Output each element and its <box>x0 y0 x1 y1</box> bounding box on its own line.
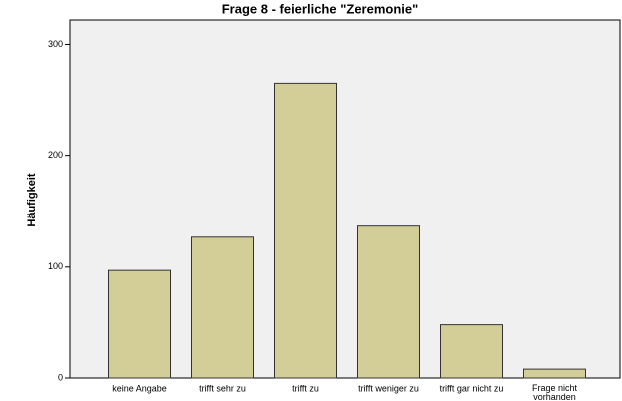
x-tick-label: trifft sehr zu <box>199 383 246 393</box>
bar <box>108 269 171 379</box>
chart-title: Frage 8 - feierliche "Zeremonie" <box>222 1 419 16</box>
bar <box>523 368 586 379</box>
x-tick-label: trifft weniger zu <box>358 383 419 393</box>
bar <box>357 225 420 379</box>
x-tick-label: keine Angabe <box>112 383 167 393</box>
bar <box>191 236 254 379</box>
bar <box>440 324 503 379</box>
x-tick-label: Frage nicht vorhanden <box>532 383 578 401</box>
x-tick-label: trifft zu <box>292 383 319 393</box>
y-tick-label: 200 <box>48 150 63 160</box>
y-tick-label: 300 <box>48 39 63 49</box>
x-tick-label: trifft gar nicht zu <box>440 383 504 393</box>
y-tick-label: 100 <box>48 261 63 271</box>
bar <box>274 82 337 379</box>
y-axis-label: Häufigkeit <box>26 173 38 227</box>
y-tick-label: 0 <box>58 372 63 382</box>
